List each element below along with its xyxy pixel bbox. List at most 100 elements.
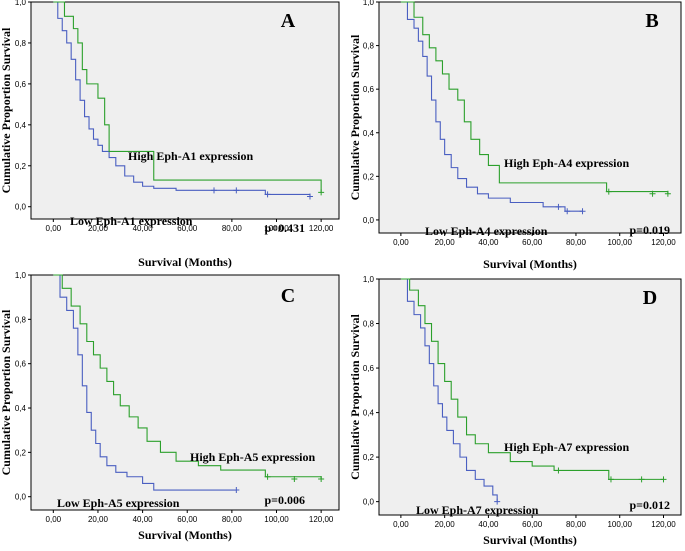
panel-d-p-value: p=0.012 [629,498,670,512]
panel-b-x-tick-label: 80,00 [566,238,587,247]
panel-b: 0,0 0,2 0,4 0,6 0,8 1,0 0,00 20,00 40,00 60,00 80,… [348,0,682,271]
panel-a-y-tick-label: 0,4 [15,121,27,130]
panel-c-x-axis-label: Survival (Months) [138,528,232,542]
panel-d-x-tick-label: 60,00 [522,520,543,529]
panel-c-x-tick-label: 40,00 [133,515,154,524]
panel-a-y-tick-label: 0,6 [15,80,27,89]
panel-b-x-tick-label: 100,00 [607,238,632,247]
panel-a-x-tick-label: 0,00 [46,224,62,233]
panel-c: 0,0 0,2 0,4 0,6 0,8 1,0 0,00 20,00 40,00 60,00 80,… [0,271,340,542]
panel-d-high-label: High Eph-A7 expression [504,440,629,454]
panel-d-x-tick-label: 40,00 [478,520,499,529]
panel-c-x-tick-label: 80,00 [222,515,243,524]
panel-c-y-tick-label: 0,8 [15,315,27,324]
panel-a-p-value: p=0.431 [264,221,305,235]
panel-a-low-series-line [53,1,311,197]
panel-d: 0,0 0,2 0,4 0,6 0,8 1,0 0,00 20,00 40,00 60,00 80,… [348,275,682,547]
panel-d-high-censor-mark [660,476,667,483]
panel-d-x-tick-label: 100,00 [607,520,632,529]
panel-b-high-censor-mark [649,190,656,197]
panel-d-x-tick-label: 20,00 [435,520,456,529]
panel-d-x-tick-label: 120,00 [651,520,676,529]
panel-d-low-series-line [400,278,498,502]
panel-c-x-tick-label: 0,00 [46,515,62,524]
panel-b-low-censor-mark [555,203,562,210]
panel-d-y-tick-label: 0,2 [363,453,375,462]
panel-d-plot-area [378,278,682,516]
panel-c-low-series-line [53,274,237,491]
panel-c-plot-area [30,274,340,511]
panel-c-low-label: Low Eph-A5 expression [57,496,180,510]
panel-a-letter: A [281,10,296,32]
panel-d-y-tick-label: 1,0 [363,275,375,284]
panel-a-low-censor-mark [211,187,218,194]
panel-a-x-tick-label: 120,00 [309,224,334,233]
panel-a-low-label: Low Eph-A1 expression [70,214,193,228]
panel-c-y-tick-label: 1,0 [15,271,27,280]
panel-d-x-tick-label: 0,00 [393,520,409,529]
panel-c-low-censor-mark [233,487,240,494]
panel-d-y-tick-label: 0,4 [363,409,375,418]
panel-b-y-tick-label: 0,0 [363,216,375,225]
panel-a-x-tick-label: 20,00 [88,224,109,233]
panel-d-y-tick-label: 0,6 [363,364,375,373]
panel-a-y-axis-label: Cumulative Proportion Survival [0,27,13,193]
panel-b-plot-area [378,1,682,234]
panel-a-y-tick-label: 0,2 [15,162,27,171]
panel-b-low-label: Low Eph-A4 expression [425,224,548,238]
panel-b-low-censor-mark [579,208,586,215]
panel-c-x-tick-label: 60,00 [177,515,198,524]
panel-b-x-axis-label: Survival (Months) [483,257,577,271]
panel-d-y-axis-label: Cumulative Proportion Survival [348,313,362,479]
panel-c-y-tick-label: 0,0 [15,493,27,502]
panel-b-y-tick-label: 0,2 [363,172,375,181]
panel-c-y-tick-label: 0,4 [15,404,27,413]
panel-b-x-tick-label: 40,00 [478,238,499,247]
panel-c-high-censor-mark [318,475,325,482]
panel-b-high-censor-mark [605,188,612,195]
panel-b-y-tick-label: 0,4 [363,129,375,138]
panel-c-high-censor-mark [264,473,271,480]
panel-d-x-tick-label: 80,00 [566,520,587,529]
panel-c-high-series-line [53,274,322,479]
panel-b-x-tick-label: 20,00 [435,238,456,247]
panel-b-low-censor-mark [564,208,571,215]
panel-a-x-axis-label: Survival (Months) [138,255,232,269]
panel-a-low-censor-mark [233,187,240,194]
panel-b-high-censor-mark [664,190,671,197]
panel-d-high-series-line [400,278,664,480]
panel-a-low-censor-mark [264,191,271,198]
panel-a-high-censor-mark [318,189,325,196]
panel-b-high-label: High Eph-A4 expression [504,156,629,170]
panel-c-x-tick-label: 100,00 [264,515,289,524]
panel-b-low-series-line [400,1,583,212]
panel-d-y-tick-label: 0,0 [363,498,375,507]
panel-b-letter: B [645,10,658,32]
panel-b-y-tick-label: 0,8 [363,42,375,51]
panel-a-low-censor-mark [306,193,313,200]
panel-d-low-censor-mark [494,498,501,505]
panel-d-high-censor-mark [607,476,614,483]
panel-a-x-tick-label: 60,00 [177,224,198,233]
panel-c-letter: C [281,285,295,307]
panel-c-high-label: High Eph-A5 expression [190,450,315,464]
panel-b-y-tick-label: 1,0 [363,0,375,7]
panel-a-plot-area [30,1,340,220]
panel-c-x-tick-label: 20,00 [88,515,109,524]
panel-b-high-series-line [400,1,669,194]
panel-c-y-axis-label: Cumulative Proportion Survival [0,309,13,475]
panel-a-x-tick-label: 80,00 [222,224,243,233]
panel-c-x-tick-label: 120,00 [309,515,334,524]
panel-b-x-tick-label: 120,00 [651,238,676,247]
panel-a-y-tick-label: 0,8 [15,39,27,48]
panel-a-x-tick-label: 100,00 [264,224,289,233]
panel-b-y-tick-label: 0,6 [363,85,375,94]
panel-b-y-axis-label: Cumulative Proportion Survival [348,34,362,200]
panel-d-y-tick-label: 0,8 [363,320,375,329]
panel-b-x-tick-label: 60,00 [522,238,543,247]
panel-a: 0,0 0,2 0,4 0,6 0,8 1,0 0,00 20,00 40,00 60,00 80,… [0,0,340,269]
panel-d-high-censor-mark [555,467,562,474]
panel-a-high-series-line [53,1,322,193]
panel-d-high-censor-mark [638,476,645,483]
